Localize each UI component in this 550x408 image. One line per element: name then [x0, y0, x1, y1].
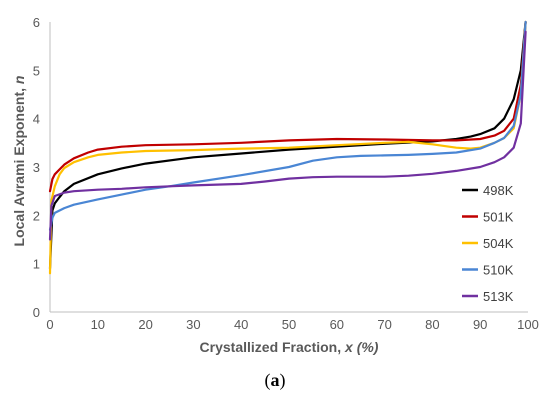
- caption-open: (: [264, 370, 271, 390]
- x-tick-label: 100: [517, 317, 539, 332]
- figure-caption: (a): [0, 370, 550, 391]
- legend-label-498k: 498K: [483, 183, 514, 198]
- series-line-498k: [48, 20, 527, 270]
- x-tick-label: 0: [46, 317, 53, 332]
- y-tick-label: 2: [33, 208, 40, 223]
- y-tick-label: 4: [33, 112, 40, 127]
- caption-close: ): [279, 370, 286, 390]
- x-tick-label: 80: [425, 317, 439, 332]
- series-line-513k: [48, 30, 527, 241]
- x-tick-label: 10: [91, 317, 105, 332]
- x-tick-label: 90: [473, 317, 487, 332]
- legend-label-513k: 513K: [483, 289, 514, 304]
- y-axis-title: Local Avrami Exponent, n: [11, 76, 27, 247]
- x-tick-label: 70: [377, 317, 391, 332]
- plot-area: 0 10 20 30 40 50 60 70 80 90 100 0 1 2 3 4 5 6: [33, 15, 539, 332]
- x-axis-title: Crystallized Fraction, x (%): [200, 339, 379, 355]
- avrami-line-chart: 0 10 20 30 40 50 60 70 80 90 100 0 1 2 3 4 5 6 498K 501K 50…: [11, 15, 539, 355]
- y-tick-label: 1: [33, 257, 40, 272]
- y-tick-label: 5: [33, 63, 40, 78]
- x-tick-label: 20: [138, 317, 152, 332]
- series-layer: [48, 20, 527, 275]
- legend-label-510k: 510K: [483, 263, 514, 278]
- series-line-510k: [48, 20, 527, 231]
- x-tick-label: 40: [234, 317, 248, 332]
- x-tick-label: 60: [330, 317, 344, 332]
- y-tick-label: 6: [33, 15, 40, 30]
- series-line-501k: [48, 20, 527, 193]
- x-tick-label: 30: [186, 317, 200, 332]
- y-tick-label: 0: [33, 305, 40, 320]
- legend: 498K 501K 504K 510K 513K: [462, 183, 514, 304]
- legend-label-501k: 501K: [483, 210, 514, 225]
- x-tick-label: 50: [282, 317, 296, 332]
- y-tick-label: 3: [33, 160, 40, 175]
- legend-label-504k: 504K: [483, 236, 514, 251]
- caption-letter: a: [270, 370, 280, 390]
